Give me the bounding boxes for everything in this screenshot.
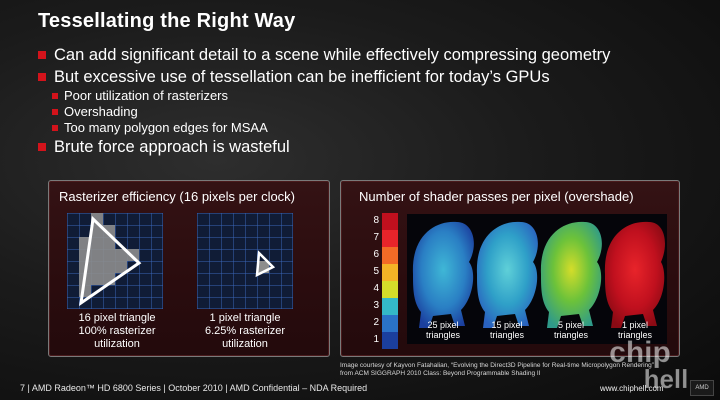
bullet-square-icon <box>38 73 46 81</box>
heatmap-25-pixel <box>412 221 474 328</box>
heatmap-label-line: triangles <box>489 330 525 340</box>
heatmap-5-pixel <box>540 221 602 328</box>
bullet-item: Can add significant detail to a scene wh… <box>38 44 708 66</box>
scale-swatch <box>382 230 398 247</box>
bullet-list: Can add significant detail to a scene wh… <box>38 44 708 158</box>
rasterizer-panel: Rasterizer efficiency (16 pixels per clo… <box>48 180 330 357</box>
scale-number: 6 <box>373 249 379 260</box>
heatmap-label-line: 1 pixel <box>621 320 648 330</box>
scale-number: 3 <box>373 300 379 311</box>
bullet-square-icon <box>52 109 58 115</box>
triangle-16-pixel-grid <box>67 213 163 309</box>
scale-swatch <box>382 264 398 281</box>
scale-swatch <box>382 315 398 332</box>
scale-number: 8 <box>373 215 379 226</box>
scale-swatch <box>382 298 398 315</box>
bullet-square-icon <box>38 51 46 59</box>
scale-swatch <box>382 332 398 349</box>
scale-row: 7 <box>369 230 399 247</box>
scale-number: 5 <box>373 266 379 277</box>
triangle-1-pixel-grid <box>197 213 293 309</box>
scale-row: 1 <box>369 332 399 349</box>
caption-line: 100% rasterizer <box>78 325 156 337</box>
caption-line: 6.25% rasterizer <box>204 325 286 337</box>
heatmap-15-pixel <box>476 221 538 328</box>
scale-row: 5 <box>369 264 399 281</box>
heatmap-1-pixel <box>604 221 665 328</box>
caption-line: 16 pixel triangle <box>78 312 156 324</box>
scale-row: 2 <box>369 315 399 332</box>
sub-bullet-item: Too many polygon edges for MSAA <box>52 120 708 136</box>
rasterizer-panel-title: Rasterizer efficiency (16 pixels per clo… <box>59 189 296 204</box>
scale-row: 6 <box>369 247 399 264</box>
sub-bullet-text: Too many polygon edges for MSAA <box>64 120 268 135</box>
sub-bullet-list: Poor utilization of rasterizers Overshad… <box>52 88 708 136</box>
scale-swatch <box>382 281 398 298</box>
heatmap-label-line: triangles <box>553 330 589 340</box>
bullet-text: But excessive use of tessellation can be… <box>54 68 550 86</box>
sub-bullet-text: Overshading <box>64 104 138 119</box>
scale-row: 8 <box>369 213 399 230</box>
bullet-text: Can add significant detail to a scene wh… <box>54 46 611 64</box>
caption-line: 1 pixel triangle <box>209 312 281 324</box>
amd-logo: AMD <box>690 380 714 396</box>
sub-bullet-item: Poor utilization of rasterizers <box>52 88 708 104</box>
caption-line: utilization <box>94 338 140 350</box>
heatmap-label: 5 pixel triangles <box>541 320 601 340</box>
bullet-square-icon <box>38 143 46 151</box>
overshade-heatmap-images <box>407 214 667 344</box>
scale-number: 4 <box>373 283 379 294</box>
caption-line: utilization <box>222 338 268 350</box>
sub-bullet-item: Overshading <box>52 104 708 120</box>
slide-footer: 7 | AMD Radeon™ HD 6800 Series | October… <box>20 383 368 393</box>
caption-16-pixel: 16 pixel triangle 100% rasterizer utiliz… <box>57 312 177 351</box>
credit-line: from ACM SIGGRAPH 2010 Class: Beyond Pro… <box>340 370 541 377</box>
scale-row: 4 <box>369 281 399 298</box>
scale-number: 1 <box>373 334 379 345</box>
bullet-text: Brute force approach is wasteful <box>54 138 290 156</box>
chiphell-watermark-logo: chip hell <box>609 336 689 395</box>
caption-1-pixel: 1 pixel triangle 6.25% rasterizer utiliz… <box>185 312 305 351</box>
heatmap-label: 1 pixel triangles <box>605 320 665 340</box>
bullet-item: Brute force approach is wasteful <box>38 136 708 158</box>
bullet-square-icon <box>52 125 58 131</box>
heatmap-label-line: 5 pixel <box>557 320 584 330</box>
heatmap-label-line: 25 pixel <box>427 320 459 330</box>
scale-swatch <box>382 247 398 264</box>
overshade-panel-title: Number of shader passes per pixel (overs… <box>359 189 634 204</box>
heatmap-label: 25 pixel triangles <box>413 320 473 340</box>
heatmap-label: 15 pixel triangles <box>477 320 537 340</box>
svg-text:hell: hell <box>644 364 689 394</box>
watermark-site: www.chiphell.com <box>600 384 664 393</box>
scale-swatch <box>382 213 398 230</box>
sub-bullet-text: Poor utilization of rasterizers <box>64 88 229 103</box>
overshade-panel: Number of shader passes per pixel (overs… <box>340 180 680 357</box>
credit-line: Image courtesy of Kayvon Fatahalian, “Ev… <box>340 362 654 369</box>
color-scale: 8 7 6 5 4 3 2 1 <box>369 213 399 349</box>
slide-title: Tessellating the Right Way <box>38 10 296 32</box>
scale-number: 7 <box>373 232 379 243</box>
heatmap-label-line: triangles <box>425 330 461 340</box>
heatmap-label-line: 15 pixel <box>491 320 523 330</box>
bullet-square-icon <box>52 93 58 99</box>
bullet-item: But excessive use of tessellation can be… <box>38 66 708 88</box>
image-credit: Image courtesy of Kayvon Fatahalian, “Ev… <box>340 362 690 378</box>
scale-row: 3 <box>369 298 399 315</box>
scale-number: 2 <box>373 317 379 328</box>
svg-text:chip: chip <box>609 336 671 369</box>
heatmap-label-line: triangles <box>617 330 653 340</box>
